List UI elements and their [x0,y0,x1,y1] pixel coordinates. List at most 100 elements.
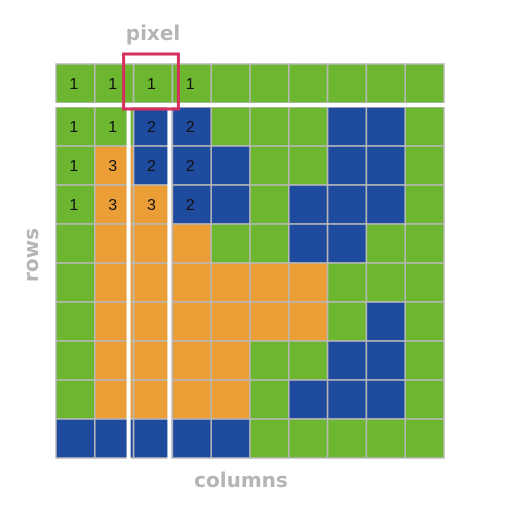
pixel-cell [404,418,445,459]
pixel-cell [55,340,96,381]
pixel-cell [365,340,406,381]
pixel-cell [210,184,251,225]
pixel-cell [210,106,251,147]
pixel-cell [55,418,96,459]
separator-line [54,103,446,107]
pixel-cell [249,223,290,264]
pixel-cell [365,106,406,147]
cell-value: 3 [147,197,156,214]
pixel-cell [55,223,96,264]
rows-label: rows [19,228,43,282]
pixel-cell [288,184,329,225]
pixel-cell [132,340,174,381]
pixel-cell [326,340,368,381]
cell-value: 1 [69,119,78,136]
pixel-cell [365,418,406,459]
pixel-cell [171,418,212,459]
cell-value: 2 [147,158,156,175]
pixel-cell [365,184,406,225]
cell-value: 1 [69,76,78,93]
pixel-cell [210,262,251,303]
pixel-cell [326,223,368,264]
cell-value: 1 [147,76,156,93]
pixel-cell [288,145,329,186]
pixel-cell [288,223,329,264]
pixel-cell [365,223,406,264]
pixel-cell [55,145,96,186]
pixel-cell [326,379,368,420]
pixel-cell [249,262,290,303]
pixel-cell [210,379,251,420]
pixel-cell [404,262,445,303]
pixel-cell [288,63,329,104]
pixel-cell [404,184,445,225]
pixel-cell [404,223,445,264]
pixel-cell [365,145,406,186]
pixel-cell [326,106,368,147]
pixel-cell [288,106,329,147]
separator-lines [54,103,446,460]
pixel-cell [404,145,445,186]
pixel-cell [404,379,445,420]
pixel-cell [210,145,251,186]
cell-value: 1 [69,197,78,214]
separator-line [126,103,131,460]
cell-value: 2 [186,119,195,136]
pixel-cell [132,262,174,303]
cell-values: 1 1 1 1 1 1 2 2 1 3 2 2 1 3 3 2 [69,76,194,214]
pixel-cell [132,145,174,186]
cell-value: 1 [69,158,78,175]
pixel-cell [249,379,290,420]
cell-value: 1 [108,76,117,93]
pixel-cell [365,379,406,420]
pixel-cell [171,379,212,420]
cell-value: 3 [108,197,117,214]
pixel-cell [288,262,329,303]
cell-value: 2 [147,119,156,136]
highlighted-pixel [122,52,180,111]
pixel-cell [249,145,290,186]
cell-value: 2 [186,158,195,175]
pixel-cell [288,340,329,381]
pixel-cell [288,301,329,342]
pixel-cell [249,418,290,459]
pixel-cell [171,340,212,381]
pixel-cell [404,301,445,342]
pixel-cell [55,184,96,225]
pixel-cell [171,223,212,264]
pixel-cell [210,340,251,381]
pixel-cell [132,418,174,459]
pixel-cell [171,262,212,303]
pixel-cell [210,63,251,104]
cell-value: 2 [186,197,195,214]
pixel-cell [210,418,251,459]
pixel-cell [365,262,406,303]
pixel-cell [210,223,251,264]
pixel-cell [326,418,368,459]
pixel-label: pixel [126,21,181,45]
pixel-cell [326,63,368,104]
pixel-cell [404,106,445,147]
pixel-cell [249,106,290,147]
pixel-cell [249,340,290,381]
pixel-cell [132,301,174,342]
pixel-cell [326,184,368,225]
pixel-cell [326,301,368,342]
pixel-cell [171,301,212,342]
cell-value: 1 [186,76,195,93]
pixel-cell [55,379,96,420]
pixel-cell [288,418,329,459]
pixel-cell [249,184,290,225]
separator-line [167,103,172,460]
pixel-cell [326,145,368,186]
cell-value: 3 [108,158,117,175]
pixel-cell [132,379,174,420]
pixel-cell [404,340,445,381]
pixel-cell [326,262,368,303]
pixel-cell [210,301,251,342]
pixel-cell [55,262,96,303]
pixel-cell [249,63,290,104]
pixel-cell [404,63,445,104]
pixel-cell [249,301,290,342]
